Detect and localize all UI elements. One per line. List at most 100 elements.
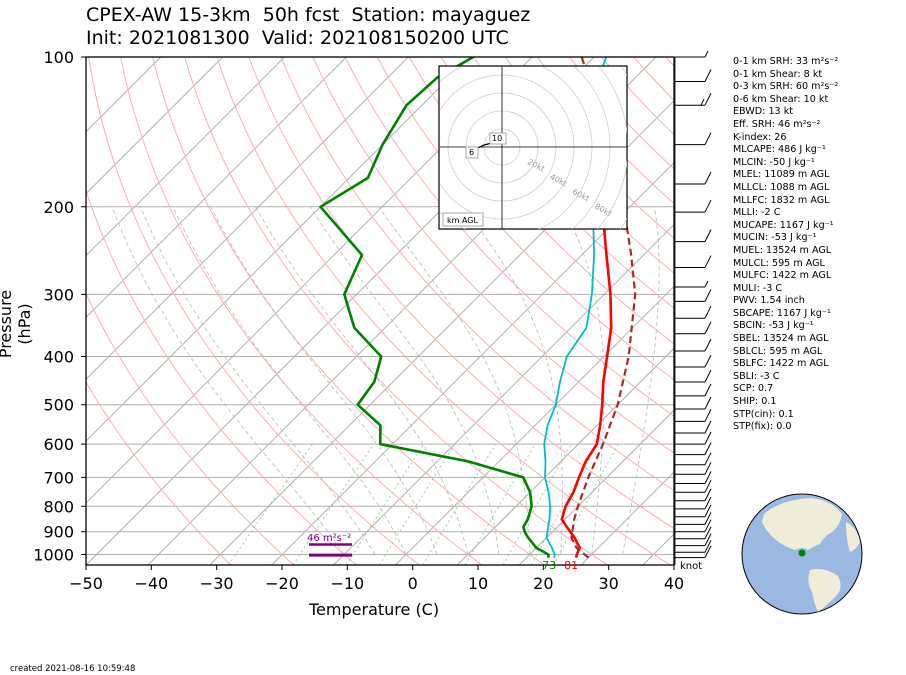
- globe-north-america: [762, 498, 842, 550]
- sounding-parameter: SBLI: -3 C: [733, 370, 780, 382]
- dry-adiabat: [120, 57, 483, 565]
- x-tick-label: 0: [408, 574, 418, 593]
- barb-flag: [704, 480, 712, 493]
- barb-flag: [704, 526, 712, 540]
- sounding-parameters: 0-1 km SRH: 33 m²s⁻² 0-1 km Shear: 8 kt 0-…: [733, 56, 838, 434]
- sounding-parameter: SBCAPE: 1167 J kg⁻¹: [733, 307, 831, 319]
- barb-flag: [704, 354, 712, 368]
- wind-barb: [675, 354, 712, 368]
- barb-flag: [704, 255, 712, 268]
- x-tick-label: 10: [468, 574, 488, 593]
- sounding-parameter: MUCAPE: 1167 J kg⁻¹: [733, 219, 834, 231]
- barb-half-flag: [704, 280, 709, 288]
- dry-adiabat: [152, 57, 545, 565]
- hodograph-rings: [440, 67, 627, 229]
- wind-barb: [675, 199, 712, 213]
- wind-barb: [675, 533, 712, 547]
- wind-barb: [675, 280, 709, 288]
- dry-adiabat: [86, 189, 357, 565]
- wind-barb: [675, 442, 712, 456]
- moist-adiabat: [255, 206, 469, 555]
- moist-adiabat: [378, 206, 531, 555]
- barb-flag: [704, 504, 712, 518]
- x-tick-label: −10: [330, 574, 364, 593]
- dry-adiabat: [280, 57, 674, 492]
- dry-adiabat: [86, 292, 295, 565]
- isotherm: [86, 57, 471, 442]
- barb-flag: [704, 199, 712, 213]
- wind-barb: [675, 540, 712, 553]
- sounding-parameter: Eff. SRH: 46 m²s⁻²: [733, 118, 821, 130]
- x-tick-label: 30: [598, 574, 618, 593]
- barb-flag: [704, 431, 712, 445]
- sounding-parameter: MLCIN: -50 J kg⁻¹: [733, 156, 815, 168]
- sounding-parameter: MLLCL: 1088 m AGL: [733, 181, 830, 193]
- dry-adiabat: [216, 57, 671, 565]
- wind-barb: [675, 289, 712, 302]
- hodograph-legend: km AGL: [447, 216, 479, 225]
- wind-barb: [675, 471, 712, 484]
- sounding-parameter: SBLCL: 595 m AGL: [733, 345, 823, 357]
- wind-barb: [675, 504, 712, 518]
- barb-flag: [704, 132, 712, 145]
- wind-barb: [675, 526, 712, 540]
- sounding-parameter: MLLFC: 1832 m AGL: [733, 194, 830, 206]
- barb-half-flag: [704, 50, 709, 58]
- sounding-parameter: 0-6 km Shear: 10 kt: [733, 93, 829, 105]
- barb-flag: [704, 321, 712, 334]
- sounding-parameter: MULCL: 595 m AGL: [733, 257, 825, 269]
- sounding-parameter: 0-1 km Shear: 8 kt: [733, 68, 823, 80]
- mixing-ratio-line: [464, 443, 536, 565]
- x-tick-label: −50: [69, 574, 103, 593]
- hodograph-label-box: [489, 132, 507, 145]
- moist-adiabat: [463, 206, 563, 555]
- barb-flag: [704, 540, 712, 553]
- wind-barb: [675, 545, 712, 559]
- moist-adiabat: [309, 206, 500, 555]
- globe-africa-edge: [846, 522, 860, 552]
- y-tick-label: 100: [43, 48, 74, 67]
- mixing-ratio-line: [227, 443, 314, 565]
- wind-barb: [675, 488, 712, 502]
- moist-adiabat: [210, 206, 438, 555]
- y-tick-label: 400: [43, 348, 74, 367]
- wind-barb: [675, 431, 712, 445]
- hodograph-height-label: 10: [492, 134, 502, 143]
- x-tick-label: −30: [200, 574, 234, 593]
- sounding-parameter: MLLI: -2 C: [733, 207, 781, 219]
- plot-frame: [85, 56, 675, 566]
- barb-flag: [704, 171, 712, 185]
- isotherm: [86, 57, 285, 257]
- y-tick-label: 700: [43, 468, 74, 487]
- isotherm: [518, 409, 674, 565]
- wind-barb: [675, 512, 712, 525]
- chart-title: CPEX-AW 15-3km 50h fcst Station: mayague…: [86, 4, 531, 26]
- barb-units-label: knot: [680, 561, 702, 572]
- barb-flag: [704, 452, 712, 465]
- hodograph-label-box: [465, 146, 479, 159]
- wind-barb: [675, 369, 712, 383]
- barb-flag: [704, 229, 712, 242]
- barb-flag: [704, 519, 712, 532]
- mixing-ratio-line: [378, 443, 456, 565]
- surface-dewpoint-label: 73: [542, 559, 556, 572]
- sounding-parameter: PWV: 1.54 inch: [733, 295, 805, 307]
- hodograph-height-label: 6: [469, 148, 474, 157]
- dry-adiabat: [312, 57, 674, 454]
- isotherm: [209, 100, 674, 565]
- sounding-parameter: STP(cin): 0.1: [733, 408, 794, 420]
- isotherm: [86, 57, 223, 195]
- location-globe: [741, 493, 863, 615]
- isotherm: [86, 57, 347, 319]
- barb-flag: [704, 338, 712, 352]
- moist-adiabat: [172, 206, 407, 555]
- created-timestamp: created 2021-08-16 10:59:48: [10, 664, 136, 674]
- moist-adiabat: [140, 206, 376, 555]
- sounding-parameter: SBLFC: 1422 m AGL: [733, 358, 829, 370]
- moist-adiabat: [111, 206, 345, 555]
- dry-adiabat: [472, 57, 674, 274]
- barb-flag: [704, 533, 712, 546]
- sounding-parameter: 0-1 km SRH: 33 m²s⁻²: [733, 56, 839, 67]
- x-tick-label: 20: [533, 574, 553, 593]
